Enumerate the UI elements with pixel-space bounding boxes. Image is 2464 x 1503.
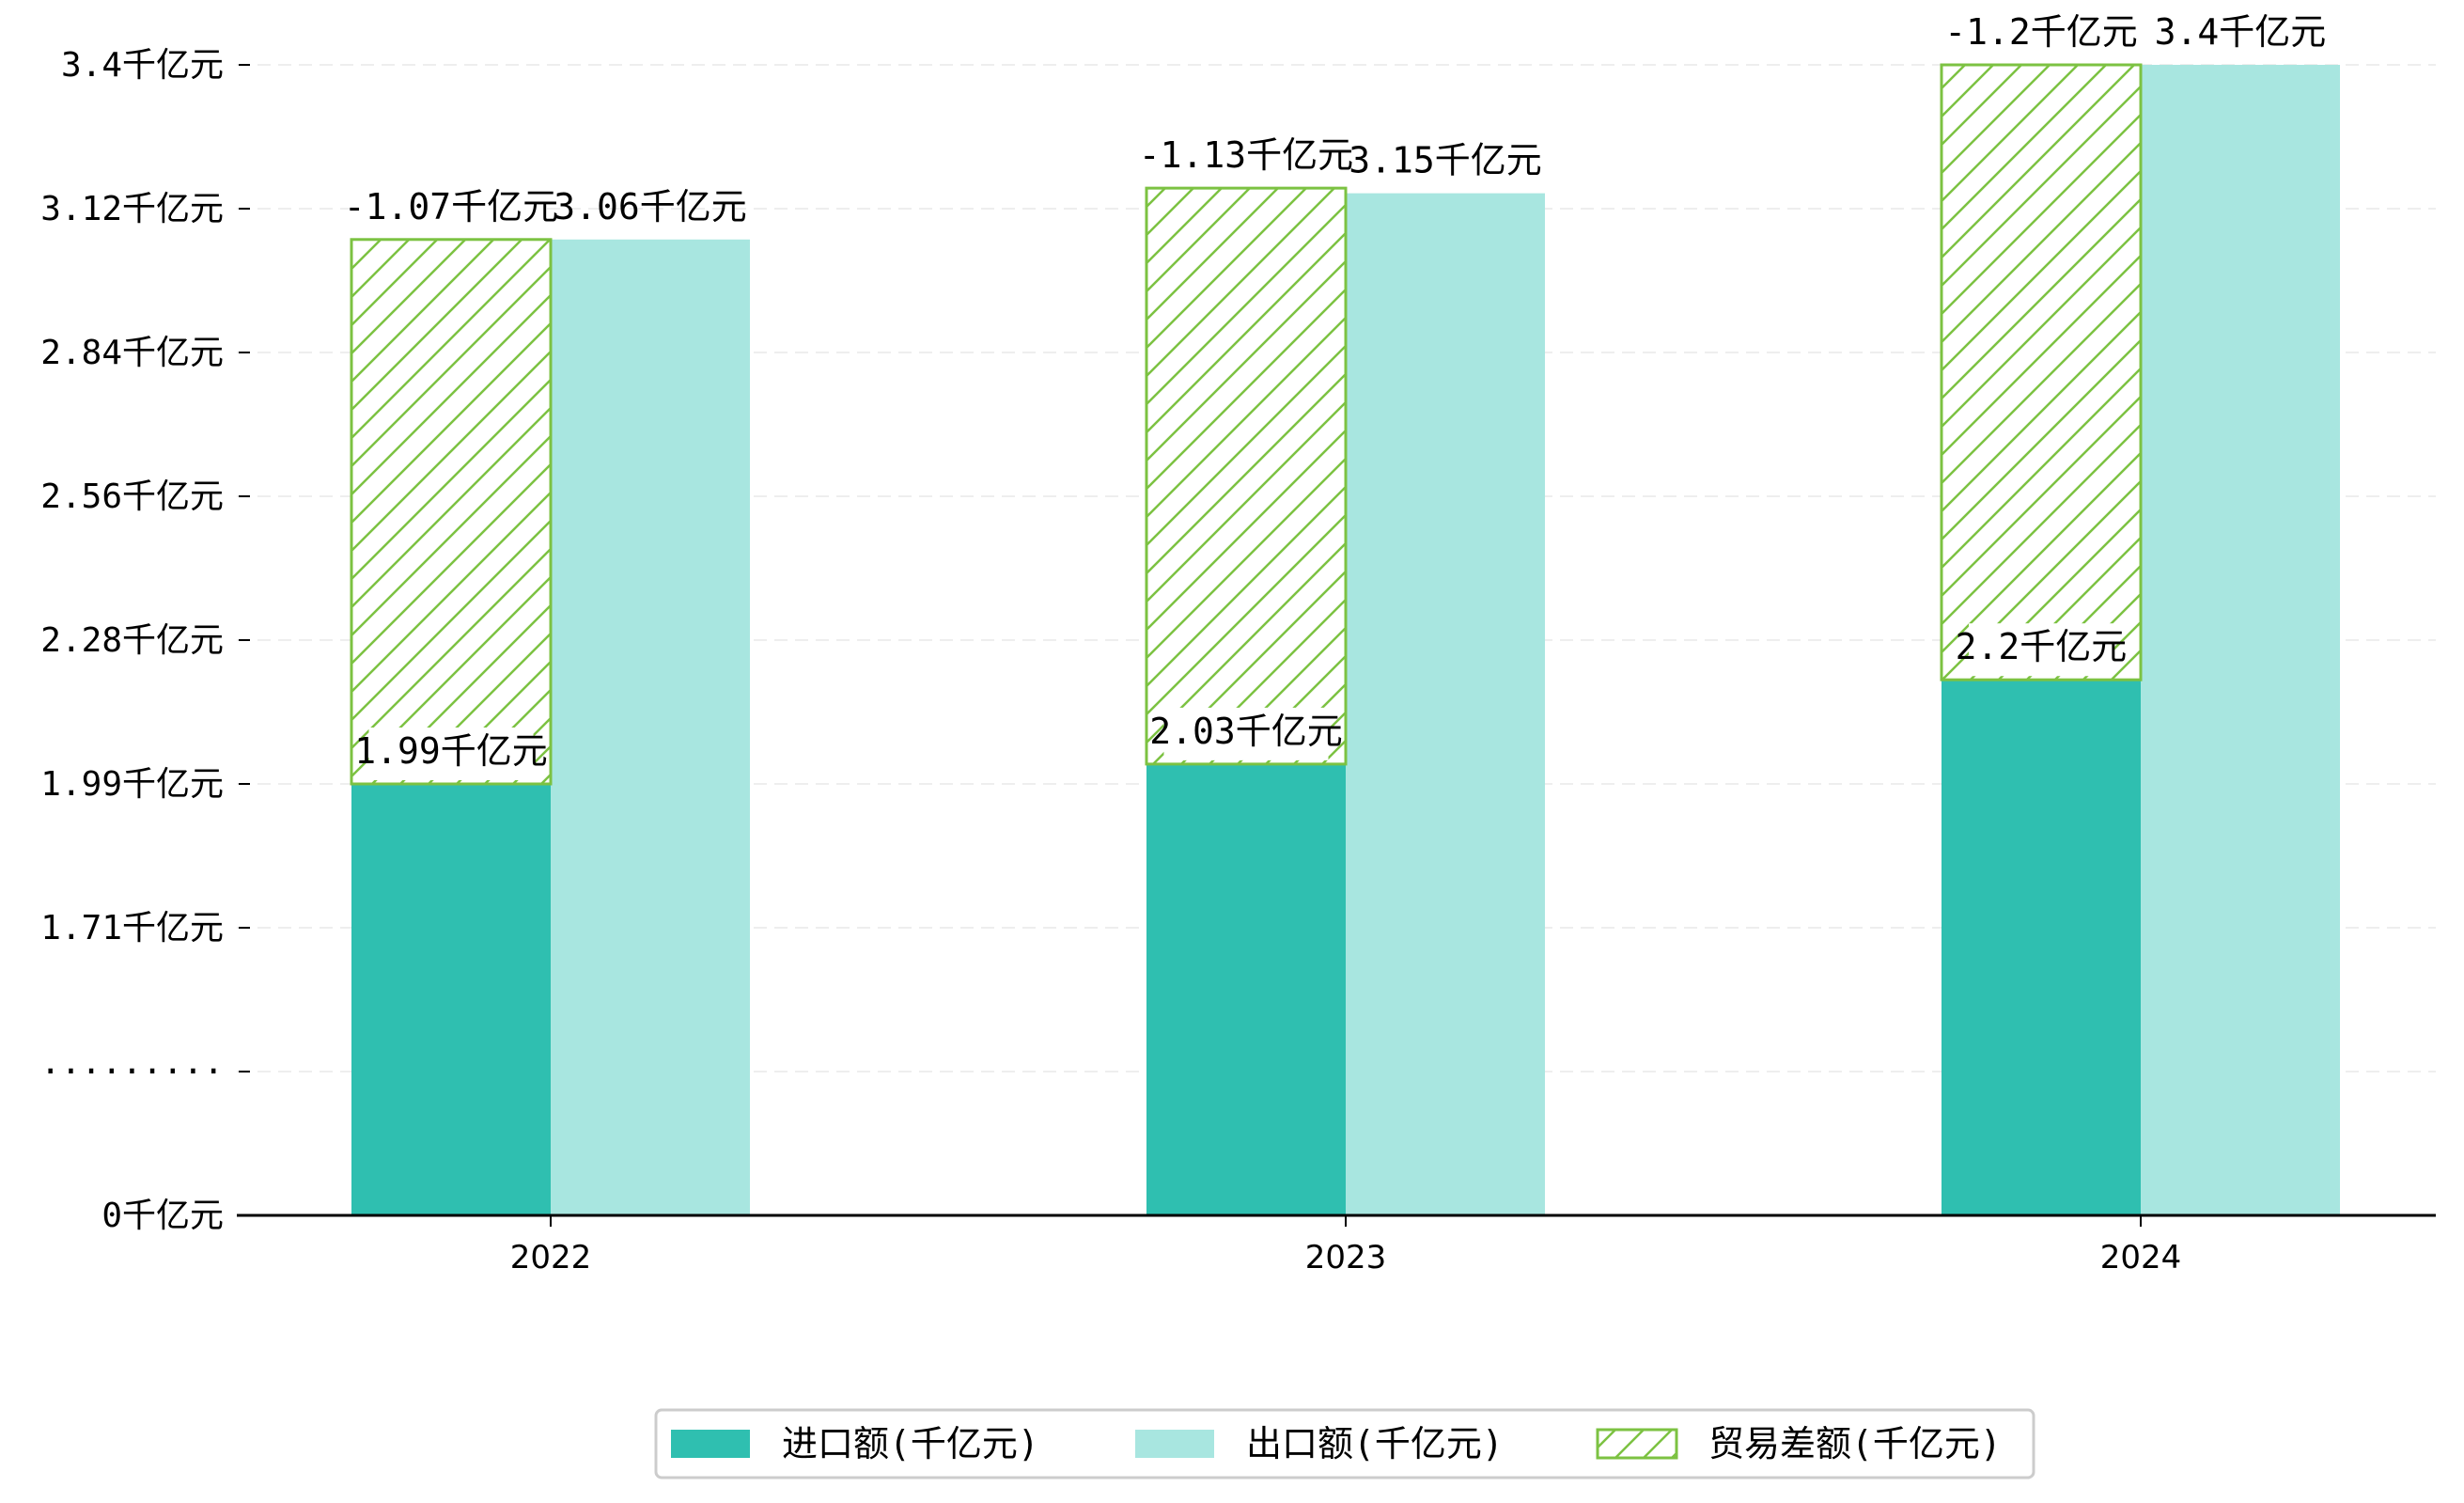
- data-label-trade-balance-2022-background: [359, 182, 543, 236]
- data-label-import-2022-text: 1.99千亿元: [354, 730, 548, 772]
- bar-export-2022[interactable]: [551, 239, 750, 1215]
- y-tick-label: 3.12千亿元: [40, 190, 224, 228]
- data-label-import-2022-background: [368, 728, 534, 780]
- y-tick-label: 3.4千亿元: [61, 46, 224, 85]
- data-label-export-2024: 3.4千亿元: [2155, 11, 2327, 53]
- y-tick-label: 1.71千亿元: [40, 909, 224, 947]
- legend-label: 出口额(千亿元): [1246, 1423, 1504, 1464]
- data-label-trade-balance-2023-background: [1154, 132, 1338, 185]
- data-label-import-2023-text: 2.03千亿元: [1149, 711, 1343, 752]
- legend[interactable]: 进口额(千亿元) 出口额(千亿元) 贸易差额(千亿元): [654, 1408, 2035, 1480]
- legend-swatch: [671, 1430, 750, 1458]
- y-tick-label: ·········: [40, 1053, 224, 1091]
- data-label-export-2023-text: 3.15千亿元: [1349, 140, 1542, 181]
- data-label-export-2023: 3.15千亿元: [1349, 140, 1542, 181]
- y-tick-label: 2.84千亿元: [40, 334, 224, 372]
- data-label-export-2022: 3.06千亿元: [554, 186, 747, 227]
- y-tick-label: 1.99千亿元: [40, 765, 224, 804]
- legend-swatch: [1135, 1430, 1214, 1458]
- data-label-trade-balance-2022: -1.07千亿元: [344, 182, 558, 236]
- x-tick-label: 2023: [1305, 1239, 1387, 1276]
- bars: [350, 63, 2340, 1215]
- data-label-trade-balance-2024: -1.2千亿元: [1944, 8, 2138, 61]
- legend-item-2[interactable]: 贸易差额(千亿元): [1596, 1423, 2002, 1464]
- data-label-import-2024-text: 2.2千亿元: [1956, 626, 2128, 667]
- data-label-trade-balance-2024-text: -1.2千亿元: [1944, 11, 2138, 53]
- x-tick-label: 2024: [2100, 1239, 2182, 1276]
- data-label-import-2024: 2.2千亿元: [1956, 623, 2128, 677]
- x-tick-label: 2022: [510, 1239, 592, 1276]
- axes: 0千亿元 ········· 1.71千亿元 1.99千亿元 2.28千亿元 2.56千亿…: [40, 46, 2436, 1276]
- data-label-trade-balance-2023-text: -1.13千亿元: [1139, 134, 1353, 176]
- bar-trade-balance-2023[interactable]: [1145, 186, 1348, 766]
- data-label-import-2024-background: [1969, 623, 2113, 677]
- y-tick-label: 0千亿元: [101, 1197, 224, 1235]
- bar-trade-balance-2022[interactable]: [350, 238, 553, 786]
- legend-frame: [654, 1408, 2035, 1480]
- data-labels: 1.99千亿元 3.06千亿元-1.07千亿元 2.03千亿元 3.15千亿元-1.1…: [344, 8, 2327, 780]
- data-label-export-2022-text: 3.06千亿元: [554, 186, 747, 227]
- legend-swatch: [1596, 1428, 1678, 1460]
- bar-export-2024[interactable]: [2141, 65, 2340, 1215]
- legend-label: 贸易差额(千亿元): [1708, 1423, 2002, 1464]
- data-label-export-2024-text: 3.4千亿元: [2155, 11, 2327, 53]
- legend-item-0[interactable]: 进口额(千亿元): [671, 1423, 1039, 1464]
- bar-import-2023[interactable]: [1146, 763, 1346, 1215]
- data-label-trade-balance-2024-background: [1958, 8, 2124, 61]
- legend-item-1[interactable]: 出口额(千亿元): [1135, 1423, 1504, 1464]
- bar-trade-balance-2024[interactable]: [1940, 63, 2143, 681]
- data-label-import-2022: 1.99千亿元: [354, 728, 548, 780]
- y-tick-label: 2.56千亿元: [40, 478, 224, 516]
- bar-import-2022[interactable]: [351, 784, 551, 1215]
- data-label-trade-balance-2023: -1.13千亿元: [1139, 132, 1353, 185]
- bar-export-2023[interactable]: [1346, 193, 1545, 1215]
- legend-label: 进口额(千亿元): [782, 1423, 1039, 1464]
- y-tick-label: 2.28千亿元: [40, 621, 224, 660]
- data-label-trade-balance-2022-text: -1.07千亿元: [344, 186, 558, 227]
- bar-import-2024[interactable]: [1942, 680, 2141, 1215]
- data-label-import-2023: 2.03千亿元: [1149, 707, 1343, 760]
- data-label-import-2023-background: [1163, 707, 1329, 760]
